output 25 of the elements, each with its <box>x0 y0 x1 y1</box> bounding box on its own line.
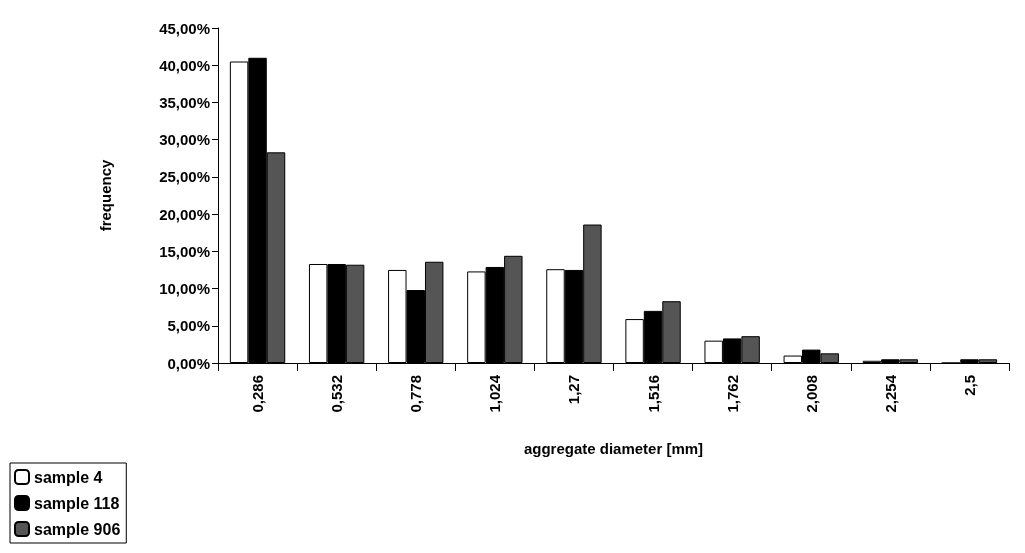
x-tick-label: 1,516 <box>644 375 662 413</box>
y-tick-label: 10,00% <box>159 280 210 298</box>
x-tick-label: 2,5 <box>960 375 978 396</box>
y-tick-label: 30,00% <box>159 131 210 149</box>
x-tick-label: 0,532 <box>328 375 346 413</box>
y-tick-label: 15,00% <box>159 242 210 260</box>
y-tick-label: 20,00% <box>159 205 210 223</box>
y-tick-label: 5,00% <box>167 317 210 335</box>
x-tick-label: 2,008 <box>802 375 820 413</box>
y-tick-label: 0,00% <box>167 354 210 372</box>
y-tick-label: 25,00% <box>159 168 210 186</box>
x-tick-label: 0,286 <box>249 375 267 413</box>
y-tick-label: 40,00% <box>159 56 210 74</box>
x-tick-label: 1,762 <box>723 375 741 413</box>
x-tick-label: 1,024 <box>486 374 504 413</box>
legend-label: sample 4 <box>34 468 103 486</box>
x-tick-label: 0,778 <box>407 375 425 413</box>
x-tick-label: 1,27 <box>565 375 583 405</box>
y-axis-title: frequency <box>97 159 114 232</box>
legend-label: sample 118 <box>34 494 120 512</box>
x-axis-title: aggregate diameter [mm] <box>523 440 704 457</box>
y-tick-label: 45,00% <box>159 19 210 37</box>
x-tick-label: 2,254 <box>881 374 899 413</box>
y-tick-label: 35,00% <box>159 93 210 111</box>
legend-label: sample 906 <box>34 520 121 538</box>
